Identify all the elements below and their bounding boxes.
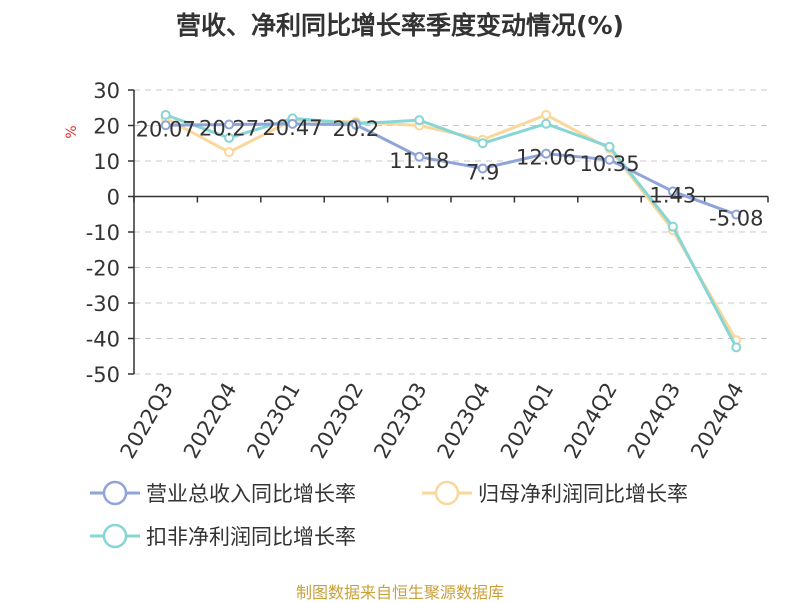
x-tick-label: 2024Q4 <box>686 379 748 463</box>
x-tick-label: 2022Q3 <box>116 379 178 463</box>
data-label: 20.2 <box>333 117 380 141</box>
chart-title: 营收、净利同比增长率季度变动情况(%) <box>176 11 624 40</box>
data-label: -5.08 <box>709 207 763 231</box>
data-label: 1.43 <box>650 183 697 207</box>
legend-label: 扣非净利润同比增长率 <box>146 525 356 549</box>
series-line <box>165 113 738 349</box>
x-tick-label: 2024Q1 <box>496 379 558 463</box>
data-point <box>414 151 425 162</box>
data-point <box>541 118 552 129</box>
data-point <box>224 132 235 143</box>
data-label: 20.27 <box>199 117 259 141</box>
data-point <box>287 118 298 129</box>
data-point <box>414 115 425 126</box>
y-tick-label: 0 <box>107 186 120 210</box>
y-tick-label: 20 <box>93 115 120 139</box>
data-point <box>604 154 615 165</box>
data-point <box>350 119 361 130</box>
data-point <box>541 148 552 159</box>
legend-line-circle-icon <box>90 523 140 549</box>
legend-label: 营业总收入同比增长率 <box>146 482 356 506</box>
data-label: 20.07 <box>136 117 196 141</box>
data-label: 7.9 <box>466 160 499 184</box>
data-label: 10.35 <box>579 152 639 176</box>
x-tick-label: 2024Q3 <box>623 379 685 463</box>
y-tick-label: 10 <box>93 150 120 174</box>
legend-item-net-profit[interactable]: 归母净利润同比增长率 <box>422 478 688 508</box>
y-tick-label: -20 <box>86 257 120 281</box>
x-tick-label: 2023Q3 <box>369 379 431 463</box>
y-tick-label: -40 <box>86 328 120 352</box>
legend-line-circle-icon <box>90 480 140 506</box>
data-point <box>731 342 742 353</box>
y-tick-label: -30 <box>86 292 120 316</box>
data-point <box>667 221 678 232</box>
legend-line-circle-icon <box>422 480 472 506</box>
data-point <box>604 141 615 152</box>
data-point <box>224 147 235 158</box>
data-point <box>160 109 171 120</box>
data-point <box>731 209 742 220</box>
x-tick-label: 2023Q2 <box>306 379 368 463</box>
data-point <box>667 186 678 197</box>
data-point <box>477 138 488 149</box>
data-point <box>224 119 235 130</box>
x-tick-label: 2023Q4 <box>433 379 495 463</box>
legend-label: 归母净利润同比增长率 <box>478 482 688 506</box>
x-tick-label: 2022Q4 <box>179 379 241 463</box>
source-footer: 制图数据来自恒生聚源数据库 <box>295 583 504 602</box>
y-tick-label: -50 <box>86 363 120 387</box>
data-labels: 20.07 20.27 20.47 20.2 11.18 7.9 12.06 10.35 1.4… <box>136 116 764 231</box>
legend-item-deducted-profit[interactable]: 扣非净利润同比增长率 <box>90 521 356 551</box>
data-point <box>541 109 552 120</box>
data-label: 12.06 <box>516 146 576 170</box>
data-point <box>160 120 171 131</box>
y-axis-label: % <box>64 125 80 138</box>
data-label: 20.47 <box>262 116 322 140</box>
series-layer <box>160 109 742 353</box>
legend-item-revenue[interactable]: 营业总收入同比增长率 <box>90 478 356 508</box>
y-tick-label: 30 <box>93 79 120 103</box>
x-tick-label: 2024Q2 <box>559 379 621 463</box>
data-label: 11.18 <box>389 149 449 173</box>
series-line <box>164 113 738 342</box>
series-line <box>165 122 737 216</box>
data-point <box>477 163 488 174</box>
y-tick-label: -10 <box>86 221 120 245</box>
x-tick-label: 2023Q1 <box>242 379 304 463</box>
